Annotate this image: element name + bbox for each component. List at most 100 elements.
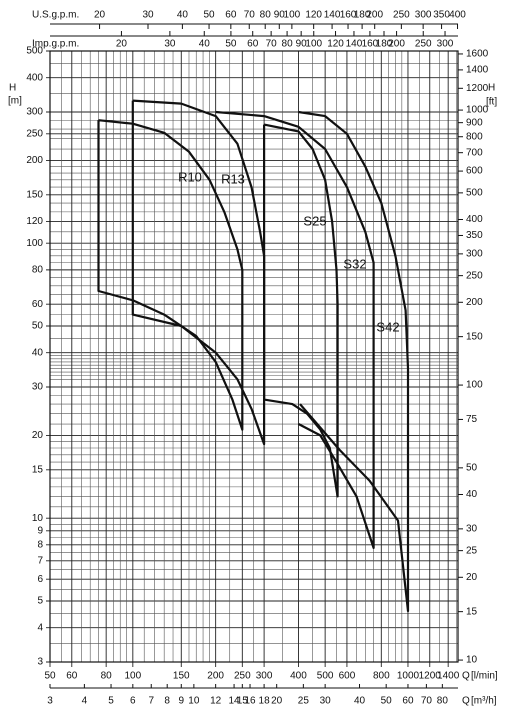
x-tick-label: 1200 <box>419 671 442 682</box>
x-axis-unit: [m³/h] <box>471 696 497 707</box>
x-tick-label: 80 <box>260 10 272 21</box>
y2-tick-label: 50 <box>466 463 478 474</box>
y2-tick-label: 400 <box>466 214 483 225</box>
x-tick-label: 300 <box>256 671 273 682</box>
y-tick-label: 30 <box>32 382 44 393</box>
x-tick-label: 100 <box>284 10 301 21</box>
y2-tick-label: 800 <box>466 131 483 142</box>
x-tick-label: 12 <box>210 696 222 707</box>
y-tick-label: 40 <box>32 347 44 358</box>
y2-tick-label: 100 <box>466 380 483 391</box>
x-tick-label: 30 <box>142 10 154 21</box>
x-tick-label: 300 <box>437 39 454 50</box>
x-tick-label: 70 <box>244 10 256 21</box>
x-tick-label: 90 <box>296 39 308 50</box>
y-tick-label: 500 <box>26 46 43 57</box>
y-tick-label: 400 <box>26 72 43 83</box>
y-tick-label: 5 <box>37 596 43 607</box>
y-tick-label: 9 <box>37 525 43 536</box>
x-tick-label: 70 <box>266 39 278 50</box>
x-tick-label: 250 <box>234 671 251 682</box>
y2-tick-label: 150 <box>466 331 483 342</box>
x-tick-label: 60 <box>402 696 414 707</box>
x-tick-label: 400 <box>449 10 466 21</box>
plot-frame <box>49 50 459 663</box>
y2-tick-label: 250 <box>466 270 483 281</box>
y2-tick-label: 10 <box>466 655 478 666</box>
x-tick-label: 9 <box>178 696 184 707</box>
x-axis-label: Imp.g.p.m. <box>32 39 79 50</box>
x-tick-label: 90 <box>274 10 286 21</box>
pump-curve <box>263 123 339 498</box>
y-tick-label: 6 <box>37 574 43 585</box>
x-tick-label: 20 <box>271 696 283 707</box>
x-tick-label: 350 <box>433 10 450 21</box>
x-axis-label: U.S.g.p.m. <box>32 10 79 21</box>
x-tick-label: 50 <box>44 671 56 682</box>
y2-tick-label: 15 <box>466 606 478 617</box>
pump-curve <box>97 119 244 431</box>
series-label: R10 <box>178 169 202 184</box>
y2-tick-label: 1400 <box>466 65 489 76</box>
y2-axis-unit: [ft] <box>486 97 497 108</box>
y-tick-label: 20 <box>32 430 44 441</box>
y-tick-label: 100 <box>26 238 43 249</box>
pump-curve <box>298 110 410 613</box>
y-tick-label: 60 <box>32 299 44 310</box>
x-tick-label: 15 <box>237 696 249 707</box>
x-tick-label: 180 <box>376 39 393 50</box>
x-tick-label: 120 <box>305 10 322 21</box>
y-tick-label: 3 <box>37 657 43 668</box>
y-tick-label: 7 <box>37 555 43 566</box>
series-label: S32 <box>343 256 366 271</box>
x-axis-label: Q <box>462 671 470 682</box>
y-tick-label: 4 <box>37 622 43 633</box>
x-tick-label: 50 <box>381 696 393 707</box>
x-tick-label: 25 <box>298 696 310 707</box>
x-tick-label: 14 <box>229 696 241 707</box>
x-tick-label: 120 <box>327 39 344 50</box>
y-tick-label: 250 <box>26 128 43 139</box>
pump-curve <box>215 110 375 549</box>
y2-tick-label: 500 <box>466 188 483 199</box>
x-tick-label: 160 <box>362 39 379 50</box>
y2-tick-label: 1600 <box>466 49 489 60</box>
x-tick-label: 8 <box>164 696 170 707</box>
x-axis-unit: [l/min] <box>471 671 498 682</box>
x-tick-label: 80 <box>437 696 449 707</box>
x-tick-label: 140 <box>324 10 341 21</box>
x-tick-label: 80 <box>101 671 113 682</box>
x-tick-label: 40 <box>199 39 211 50</box>
x-tick-label: 160 <box>340 10 357 21</box>
x-tick-label: 400 <box>290 671 307 682</box>
x-tick-label: 1000 <box>397 671 420 682</box>
x-tick-label: 100 <box>305 39 322 50</box>
x-tick-label: 250 <box>393 10 410 21</box>
x-tick-label: 30 <box>320 696 332 707</box>
x-tick-label: 50 <box>225 39 237 50</box>
y2-tick-label: 1000 <box>466 105 489 116</box>
x-tick-label: 20 <box>94 10 106 21</box>
x-tick-label: 60 <box>66 671 78 682</box>
x-tick-label: 18 <box>259 696 271 707</box>
x-tick-label: 140 <box>346 39 363 50</box>
y-tick-label: 15 <box>32 464 44 475</box>
y2-tick-label: 40 <box>466 489 478 500</box>
y2-tick-label: 200 <box>466 297 483 308</box>
x-tick-label: 10 <box>188 696 200 707</box>
series-label: S25 <box>303 213 326 228</box>
x-tick-label: 3 <box>47 696 53 707</box>
x-tick-label: 40 <box>354 696 366 707</box>
y2-axis-label: H <box>488 83 495 94</box>
x-tick-label: 150 <box>173 671 190 682</box>
y2-tick-label: 75 <box>466 414 478 425</box>
y-tick-label: 300 <box>26 107 43 118</box>
x-tick-label: 7 <box>148 696 154 707</box>
x-tick-label: 180 <box>354 10 371 21</box>
x-tick-label: 50 <box>203 10 215 21</box>
y-tick-label: 10 <box>32 513 44 524</box>
x-tick-label: 1400 <box>437 671 460 682</box>
x-tick-label: 100 <box>124 671 141 682</box>
x-tick-label: 80 <box>282 39 294 50</box>
